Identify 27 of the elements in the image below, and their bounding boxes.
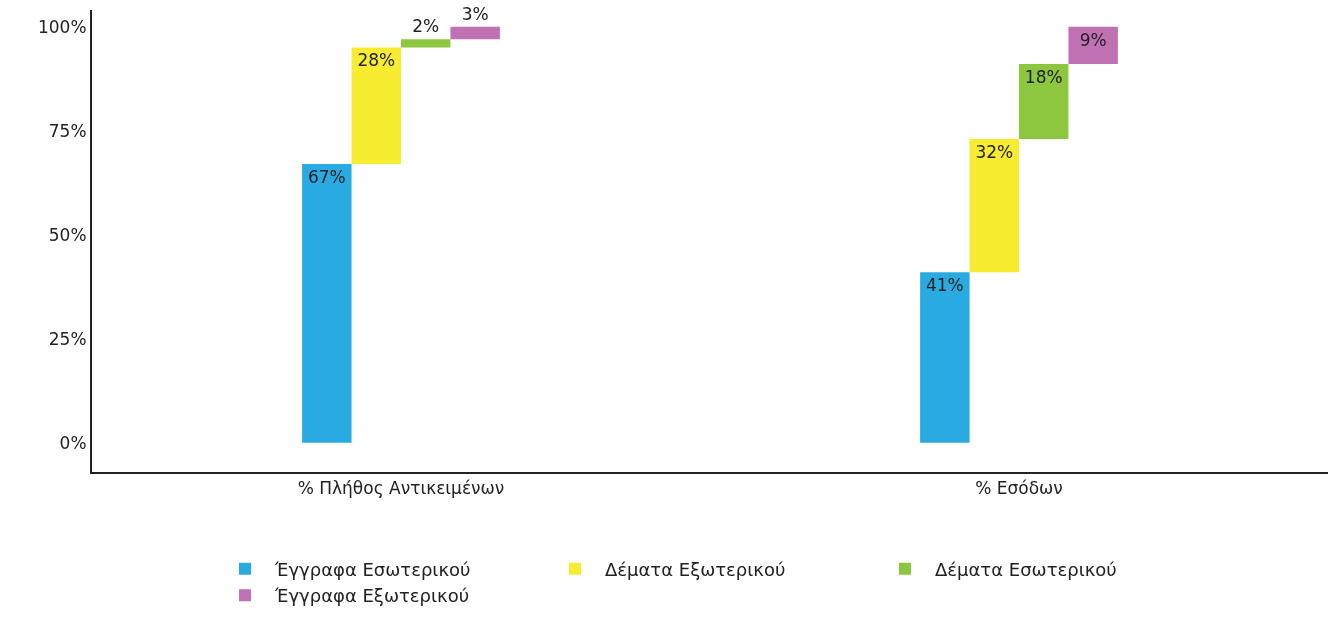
data-label: 9% [1079, 29, 1107, 50]
data-label: 32% [975, 142, 1014, 163]
x-tick-label: % Πλήθος Αντικειμένων [297, 478, 505, 499]
legend-label: Δέματα Εσωτερικού [935, 558, 1117, 580]
bar [450, 26, 500, 40]
y-tick-label: 100% [37, 16, 87, 37]
data-label: 41% [925, 275, 964, 296]
legend-label: Δέματα Εξωτερικού [605, 558, 786, 580]
data-label: 67% [307, 167, 346, 187]
bar [1019, 64, 1069, 140]
legend-label: Έγγραφα Εξωτερικού [274, 585, 470, 607]
bar [1068, 26, 1118, 65]
y-tick-label: 50% [48, 224, 87, 245]
x-tick-label: % Εσόδων [975, 478, 1063, 499]
data-label: 18% [1024, 67, 1063, 88]
bar [920, 272, 970, 443]
bar [969, 139, 1019, 273]
data-label: 2% [412, 16, 440, 37]
bar [351, 47, 401, 164]
legend-label: Έγγραφα Εσωτερικού [274, 558, 471, 580]
y-tick-label: 25% [48, 328, 87, 349]
bar [302, 164, 352, 443]
y-tick-label: 0% [59, 432, 87, 453]
data-label: 28% [357, 50, 396, 71]
data-label: 3% [461, 3, 489, 24]
y-tick-label: 75% [48, 120, 87, 141]
bar [401, 39, 451, 48]
